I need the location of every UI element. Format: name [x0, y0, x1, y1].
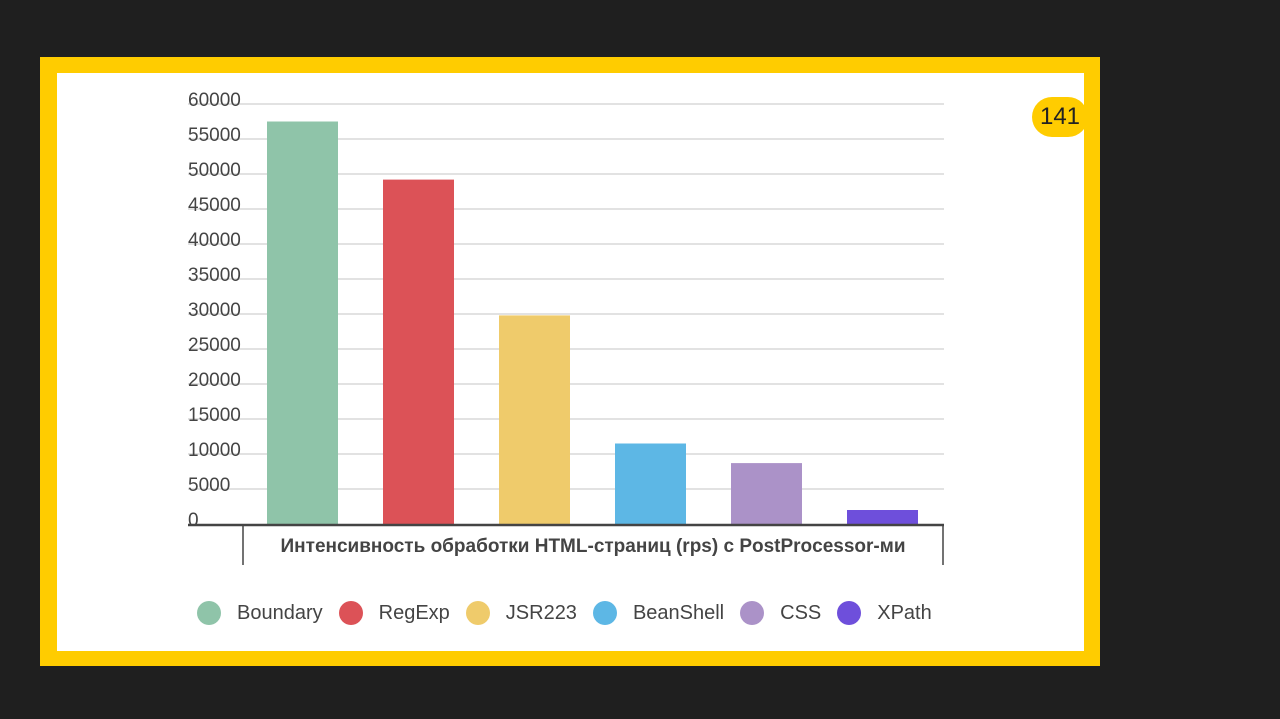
bar-regexp: [383, 179, 454, 524]
y-tick-label: 55000: [188, 125, 241, 146]
y-tick-label: 10000: [188, 440, 241, 461]
legend-swatch: [197, 601, 221, 625]
legend-swatch: [592, 601, 617, 625]
slide: 0 5000 10000 15000 20000 25000 30000 35000 40000…: [57, 73, 1088, 651]
bar-chart: 0 5000 10000 15000 20000 25000 30000 35000 40000…: [188, 90, 944, 565]
legend-label: JSR223: [505, 601, 577, 624]
y-tick-label: 0: [188, 510, 199, 531]
y-tick-label: 40000: [188, 230, 241, 251]
y-tick-label: 60000: [188, 90, 241, 111]
legend-label: CSS: [780, 601, 822, 624]
bar-xpath: [847, 510, 918, 524]
legend-item-jsr223: JSR223: [465, 601, 577, 625]
legend-swatch: [740, 601, 765, 625]
legend-label: BeanShell: [632, 601, 725, 624]
y-tick-label: 25000: [188, 335, 241, 356]
legend-item-beanshell: BeanShell: [592, 601, 725, 625]
y-tick-label: 30000: [188, 300, 241, 321]
legend-item-css: CSS: [740, 601, 821, 625]
legend-label: RegExp: [378, 601, 450, 624]
slide-frame: 0 5000 10000 15000 20000 25000 30000 35000 40000…: [40, 57, 1100, 666]
chart-legend: Boundary RegExp JSR223 BeanShell CSS XPath: [197, 601, 948, 625]
legend-item-xpath: XPath: [837, 601, 932, 625]
y-tick-label: 50000: [188, 160, 241, 181]
legend-item-regexp: RegExp: [338, 601, 450, 625]
legend-label: Boundary: [237, 601, 323, 624]
legend-swatch: [338, 601, 363, 625]
page-number-badge: 141: [1032, 97, 1088, 137]
y-tick-label: 15000: [188, 405, 241, 426]
y-tick-label: 45000: [188, 195, 241, 216]
bar-boundary: [267, 121, 338, 524]
y-tick-label: 20000: [188, 370, 241, 391]
x-axis-label: Интенсивность обработки HTML-страниц (rp…: [281, 536, 906, 557]
bar-beanshell: [615, 443, 686, 524]
y-tick-label: 5000: [188, 475, 230, 496]
bar-jsr223: [499, 315, 570, 524]
legend-swatch: [837, 601, 862, 625]
legend-swatch: [465, 601, 490, 625]
legend-item-boundary: Boundary: [197, 601, 323, 625]
legend-label: XPath: [877, 601, 932, 624]
bar-css: [731, 463, 802, 524]
y-tick-label: 35000: [188, 265, 241, 286]
